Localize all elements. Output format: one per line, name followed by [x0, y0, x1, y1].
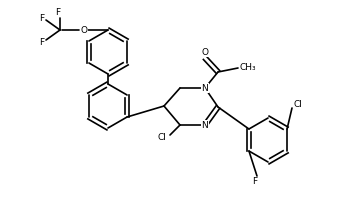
Text: F: F [40, 37, 44, 46]
Text: F: F [40, 14, 44, 22]
Text: N: N [202, 121, 209, 129]
Text: Cl: Cl [158, 133, 167, 141]
Text: CH₃: CH₃ [240, 63, 256, 72]
Text: N: N [202, 84, 209, 93]
Text: O: O [202, 47, 209, 57]
Text: O: O [81, 25, 87, 34]
Text: F: F [252, 177, 257, 187]
Text: F: F [56, 7, 61, 17]
Text: Cl: Cl [294, 99, 303, 109]
